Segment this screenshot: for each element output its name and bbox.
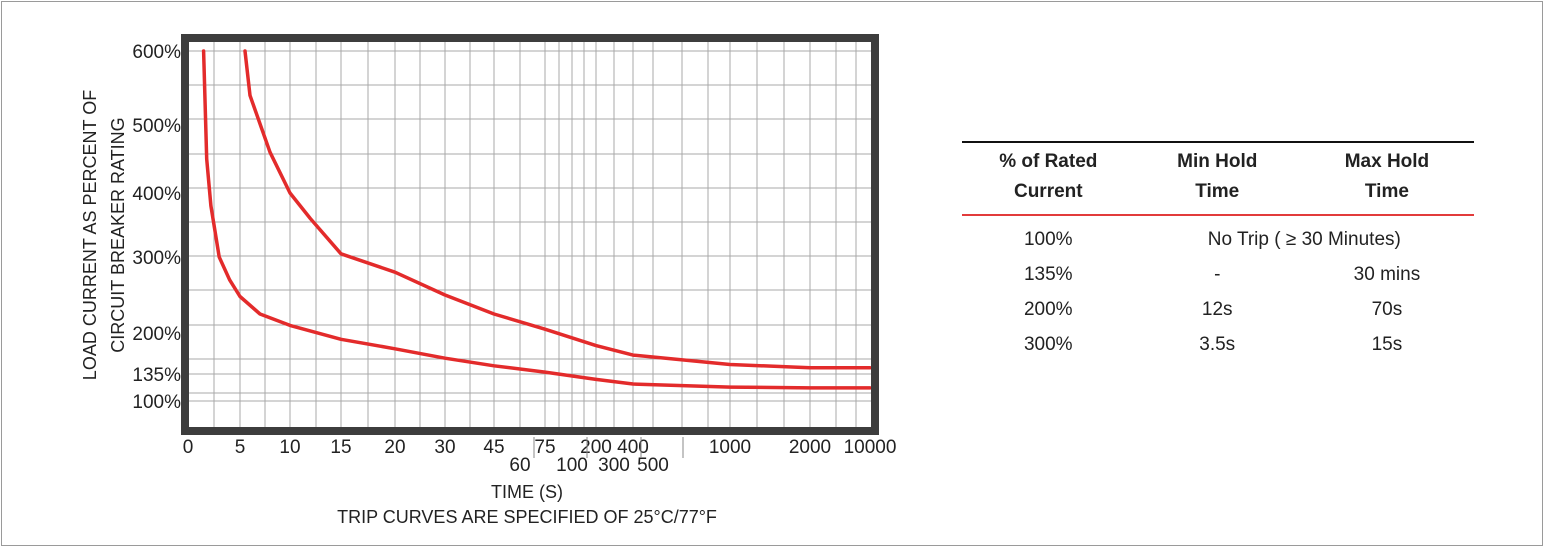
y-tick-labels: 600% 500% 400% 300% 200% 135% 100% [132,42,181,413]
header-min-hold-time: Min Hold Time [1134,141,1300,216]
x-tick-label: 15 [330,437,351,458]
x-tick-label: 200 [580,437,612,458]
y-axis-title-line2: CIRCUIT BREAKER RATING [108,117,128,352]
cell-min-hold: 12s [1201,298,1233,320]
cell-max-hold: 30 mins [1353,263,1421,285]
y-tick-label: 300% [132,248,181,269]
cell-current: 135% [1023,263,1073,285]
table-row: 135% - 30 mins [962,257,1474,292]
max-trip-curve [243,49,872,370]
cell-min-hold: 3.5s [1199,333,1236,355]
plot-border [181,34,879,435]
x-tick-label: 75 [534,437,555,458]
y-tick-label: 100% [132,392,181,413]
x-tick-label: 300 [598,455,630,476]
x-tick-label: 100 [556,455,588,476]
table-row: 200% 12s 70s [962,292,1474,327]
grid [185,38,875,431]
x-tick-label: 2000 [789,437,831,458]
x-tick-label: 500 [637,455,669,476]
chart-caption: TRIP CURVES ARE SPECIFIED OF 25°C/77°F [337,507,717,527]
table-header-row: % of Rated Current Min Hold Time Max Hold T… [962,141,1474,216]
cell-current: 100% [1023,228,1073,250]
x-tick-label: 5 [235,437,246,458]
x-axis-title: TIME (S) [491,482,563,502]
cell-max-hold: 15s [1371,333,1403,355]
x-tick-label: 30 [434,437,455,458]
x-tick-label: 45 [483,437,504,458]
y-tick-label: 600% [132,42,181,63]
x-tick-label: 10 [279,437,300,458]
cell-min-hold: - [1214,263,1221,285]
y-tick-label: 200% [132,324,181,345]
curves [201,49,872,390]
header-max-hold-time: Max Hold Time [1299,141,1474,216]
cell-max-hold: 70s [1371,298,1403,320]
x-tick-label: 20 [384,437,405,458]
y-tick-label: 400% [132,184,181,205]
y-tick-label: 500% [132,116,181,137]
x-tick-label: 0 [183,437,194,458]
y-axis-title-line1: LOAD CURRENT AS PERCENT OF [80,90,100,380]
header-rated-current: % of Rated Current [962,141,1135,216]
y-tick-label: 135% [132,365,181,386]
x-tick-label: 60 [509,455,530,476]
min-trip-curve [201,49,872,390]
cell-current: 300% [1023,333,1073,355]
cell-no-trip: No Trip ( ≥ 30 Minutes) [1207,228,1401,250]
table-row: 300% 3.5s 15s [962,327,1474,362]
x-tick-label: 10000 [844,437,897,458]
trip-spec-table: % of Rated Current Min Hold Time Max Hold T… [962,141,1474,362]
table-row: 100% No Trip ( ≥ 30 Minutes) [962,215,1474,257]
cell-current: 200% [1023,298,1073,320]
x-tick-label: 1000 [709,437,751,458]
